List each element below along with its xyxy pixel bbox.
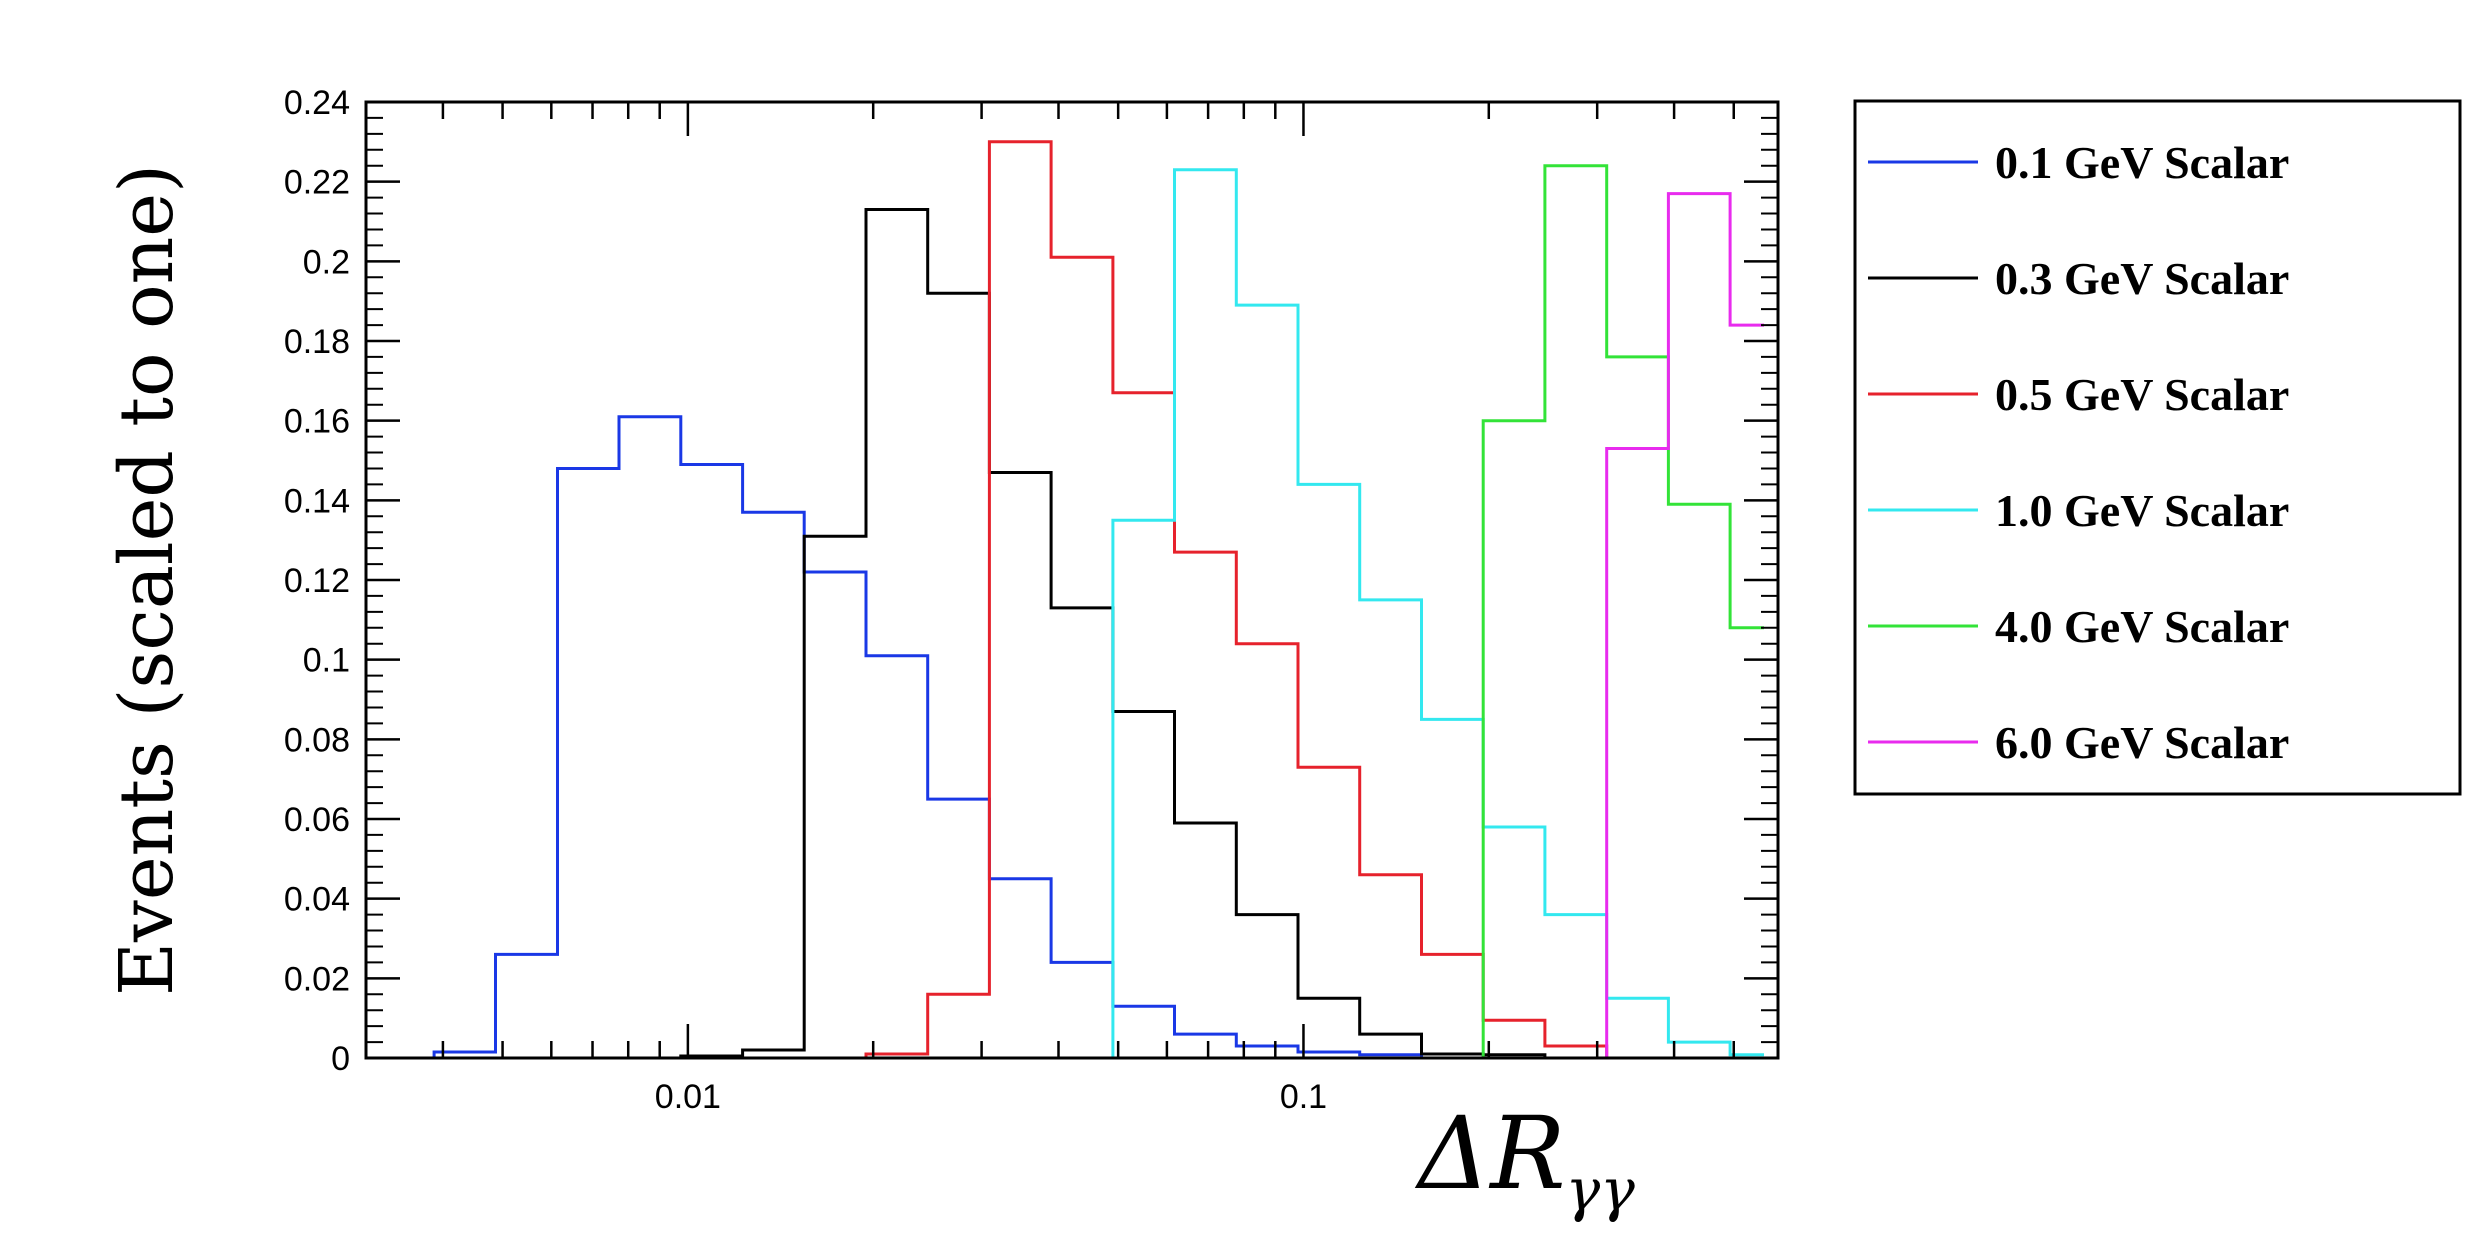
x-axis-title-subscript: γγ: [1566, 1156, 1636, 1224]
series-6-histogram: [1605, 192, 1764, 1058]
legend: 0.1 GeV Scalar 0.3 GeV Scalar 0.5 GeV Scal…: [1853, 99, 2462, 796]
legend-label-6: 6.0 GeV Scalar: [1995, 717, 2289, 768]
y-tick-label: 0.1: [303, 642, 350, 680]
legend-label-4: 1.0 GeV Scalar: [1995, 485, 2289, 536]
x-axis-title-main: ΔR: [1414, 1095, 1566, 1212]
y-tick-label: 0.04: [284, 881, 350, 919]
series-1-histogram: [432, 415, 1423, 1058]
axis-ticks-layer: [364, 100, 1778, 1060]
y-axis-title: Events (scaled to one): [104, 164, 190, 996]
legend-entries: 0.1 GeV Scalar 0.3 GeV Scalar 0.5 GeV Scal…: [1868, 137, 2289, 768]
svg-text:ΔRγγ: ΔRγγ: [1414, 1095, 1635, 1224]
y-tick-label: 0.24: [284, 84, 350, 122]
y-tick-label: 0.22: [284, 164, 350, 202]
y-tick-label: 0.02: [284, 960, 350, 998]
legend-box: [1853, 99, 2462, 796]
y-tick-label: 0.06: [284, 801, 350, 839]
series-5-histogram: [1481, 164, 1764, 1058]
legend-label-2: 0.3 GeV Scalar: [1995, 253, 2289, 304]
x-tick-label: 0.01: [655, 1078, 721, 1116]
y-tick-label: 0.08: [284, 721, 350, 759]
y-tick-label: 0.16: [284, 403, 350, 441]
legend-label-1: 0.1 GeV Scalar: [1995, 137, 2289, 188]
x-tick-label: 0.1: [1280, 1078, 1327, 1116]
y-tick-label: 0: [331, 1040, 350, 1078]
legend-label-3: 0.5 GeV Scalar: [1995, 369, 2289, 420]
histogram-series-layer: [432, 140, 1764, 1058]
x-axis-title: ΔRγγ: [1414, 1095, 1635, 1224]
legend-label-5: 4.0 GeV Scalar: [1995, 601, 2289, 652]
axis-tick-labels-layer: 0 0.02 0.04 0.06 0.08 0.1 0.12 0.14 0.16 0.18 0.2 0…: [284, 84, 1327, 1116]
y-tick-label: 0.14: [284, 482, 350, 520]
series-4-histogram: [1111, 168, 1764, 1058]
y-tick-label: 0.18: [284, 323, 350, 361]
y-tick-label: 0.12: [284, 562, 350, 600]
y-tick-label: 0.2: [303, 243, 350, 281]
